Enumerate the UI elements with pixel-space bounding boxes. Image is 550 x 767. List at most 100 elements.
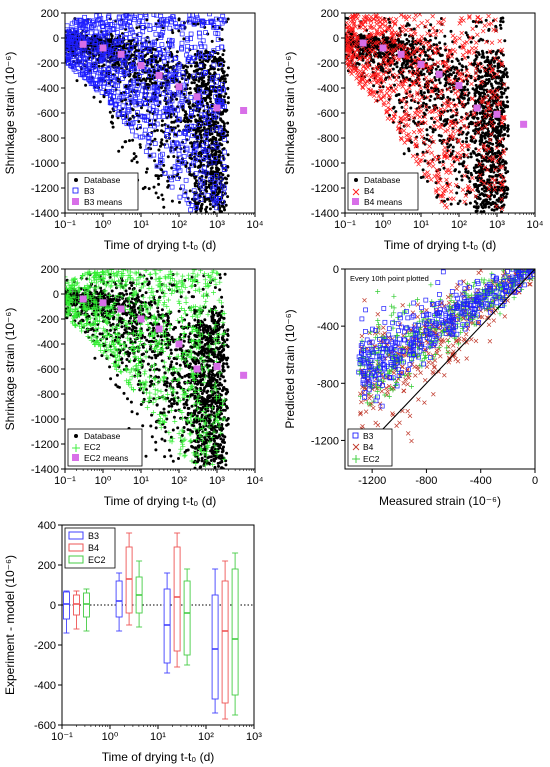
model-point bbox=[169, 43, 175, 49]
database-point bbox=[429, 94, 433, 98]
database-point bbox=[501, 133, 505, 137]
database-point bbox=[137, 48, 141, 52]
database-point bbox=[450, 60, 454, 63]
model-point bbox=[213, 87, 218, 93]
database-point bbox=[214, 90, 218, 94]
database-point bbox=[466, 148, 470, 152]
model-point bbox=[168, 174, 173, 180]
model-point bbox=[180, 144, 186, 150]
model-point bbox=[177, 168, 183, 174]
database-point bbox=[401, 40, 405, 44]
model-point bbox=[140, 29, 146, 35]
model-point bbox=[190, 13, 195, 18]
model-point bbox=[182, 130, 187, 136]
model-point bbox=[222, 136, 227, 142]
model-point bbox=[105, 33, 110, 39]
mean-marker-a bbox=[99, 44, 107, 52]
model-point bbox=[199, 18, 205, 24]
database-point bbox=[499, 151, 503, 155]
database-point bbox=[195, 64, 199, 68]
database-point bbox=[458, 162, 461, 166]
model-point bbox=[118, 25, 124, 30]
database-point bbox=[400, 63, 404, 67]
database-point bbox=[184, 68, 188, 72]
database-point bbox=[487, 79, 491, 83]
database-point bbox=[226, 174, 230, 178]
database-point bbox=[226, 195, 230, 199]
model-point bbox=[150, 104, 156, 110]
model-point bbox=[137, 98, 143, 104]
database-point bbox=[219, 171, 223, 175]
database-point bbox=[493, 151, 497, 155]
database-point bbox=[499, 76, 503, 80]
database-point bbox=[419, 42, 423, 46]
model-point bbox=[175, 159, 181, 164]
model-point bbox=[77, 59, 83, 65]
database-point bbox=[465, 136, 468, 140]
database-point bbox=[409, 106, 413, 110]
model-point bbox=[159, 32, 165, 38]
model-point bbox=[147, 73, 152, 79]
database-point bbox=[489, 117, 493, 120]
database-point bbox=[505, 71, 509, 75]
model-point bbox=[200, 21, 206, 27]
database-point bbox=[157, 148, 161, 152]
model-point bbox=[214, 172, 219, 178]
database-point bbox=[481, 54, 485, 58]
database-point bbox=[498, 69, 502, 73]
database-point bbox=[505, 95, 509, 99]
database-point bbox=[419, 176, 423, 179]
database-point bbox=[479, 139, 482, 143]
model-point bbox=[138, 134, 144, 140]
database-point bbox=[188, 87, 192, 90]
database-point bbox=[117, 149, 121, 153]
model-point bbox=[170, 91, 175, 97]
model-point bbox=[133, 133, 139, 139]
model-point bbox=[75, 59, 81, 65]
model-point bbox=[73, 28, 79, 33]
database-point bbox=[186, 75, 190, 79]
model-point bbox=[74, 52, 80, 58]
model-point bbox=[154, 101, 160, 106]
database-point bbox=[454, 74, 458, 78]
model-point bbox=[83, 56, 88, 61]
model-point bbox=[169, 76, 175, 82]
model-point bbox=[219, 44, 224, 50]
database-point bbox=[205, 101, 209, 105]
database-point bbox=[447, 145, 451, 149]
model-point bbox=[146, 139, 152, 144]
model-point bbox=[492, 182, 497, 188]
model-point bbox=[213, 30, 219, 36]
model-point bbox=[467, 15, 472, 20]
model-point bbox=[69, 21, 75, 27]
database-point bbox=[444, 48, 448, 52]
database-point bbox=[472, 205, 476, 209]
database-point bbox=[146, 133, 150, 137]
model-point bbox=[499, 188, 504, 193]
database-point bbox=[493, 127, 497, 131]
database-point bbox=[441, 95, 445, 99]
database-point bbox=[477, 77, 480, 81]
database-point bbox=[407, 78, 411, 82]
model-point bbox=[209, 175, 215, 181]
database-point bbox=[154, 191, 158, 195]
database-point bbox=[225, 177, 228, 181]
legend-label-database-a: Database bbox=[84, 175, 121, 185]
database-point bbox=[499, 139, 502, 143]
model-point bbox=[214, 79, 219, 85]
model-point bbox=[121, 69, 127, 75]
model-point bbox=[221, 167, 227, 172]
model-point bbox=[187, 13, 193, 18]
database-point bbox=[170, 120, 174, 124]
model-point bbox=[191, 124, 197, 130]
database-point bbox=[140, 106, 143, 110]
model-point bbox=[180, 20, 186, 26]
database-point bbox=[492, 208, 496, 212]
model-point bbox=[91, 81, 97, 87]
database-point bbox=[222, 70, 226, 74]
model-point bbox=[148, 58, 154, 64]
database-point bbox=[418, 53, 422, 57]
database-point bbox=[451, 145, 455, 149]
database-point bbox=[486, 178, 490, 182]
